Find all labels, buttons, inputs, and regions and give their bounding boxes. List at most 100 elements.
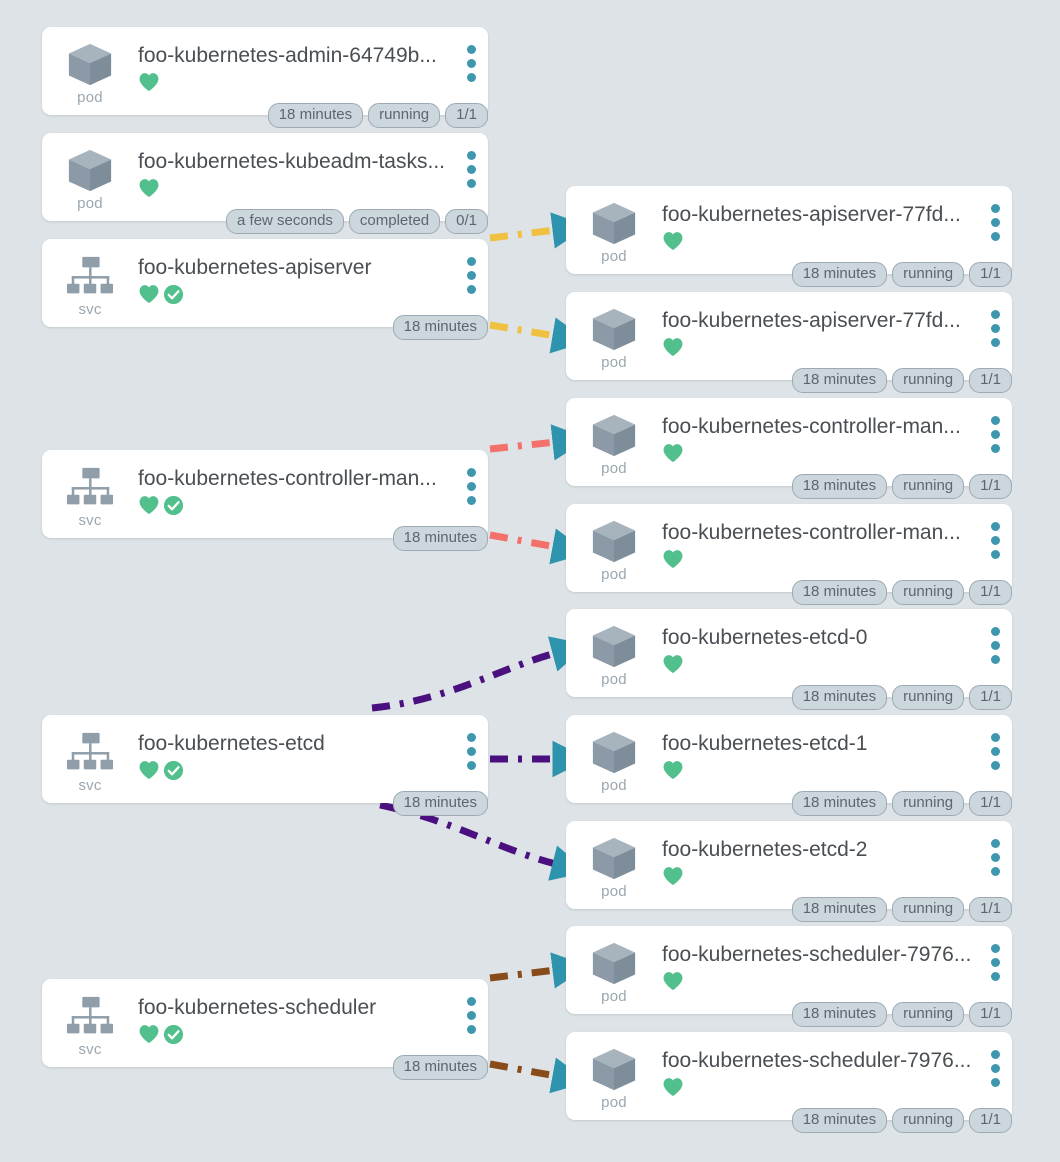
status-badge: running (892, 474, 965, 499)
node-body: foo-kubernetes-controller-man... (662, 398, 978, 464)
edge-etcd-0 (371, 636, 588, 712)
kebab-dot (466, 73, 476, 82)
node-icon-column: pod (566, 715, 662, 803)
kebab-menu-pod-etcd-2[interactable] (978, 821, 1012, 876)
kebab-dot (990, 324, 1000, 333)
node-body: foo-kubernetes-scheduler (138, 979, 454, 1045)
edge-apiserver-2 (489, 317, 589, 354)
node-status-icons (662, 230, 978, 252)
topology-node-pod-scheduler-1[interactable]: pod foo-kubernetes-scheduler-7976... 18 mi… (566, 926, 1012, 1027)
heart-icon (663, 550, 683, 569)
kebab-menu-pod-etcd-0[interactable] (978, 609, 1012, 664)
kebab-menu-pod-admin[interactable] (454, 27, 488, 82)
node-title: foo-kubernetes-scheduler-7976... (662, 943, 972, 966)
kebab-menu-svc-controller-manager[interactable] (454, 450, 488, 505)
kebab-dot (990, 430, 1000, 439)
status-badge: 1/1 (969, 685, 1012, 710)
kebab-dot (990, 204, 1000, 213)
kebab-dot (990, 972, 1000, 981)
kebab-menu-svc-apiserver[interactable] (454, 239, 488, 294)
node-card[interactable]: svc foo-kubernetes-controller-man... (42, 450, 488, 538)
kebab-menu-pod-apiserver-1[interactable] (978, 186, 1012, 241)
node-badges: 18 minutes running 1/1 (791, 368, 1012, 393)
kebab-dot (990, 522, 1000, 531)
node-kind-label: svc (78, 301, 102, 318)
node-icon-column: pod (42, 133, 138, 221)
status-badge: completed (348, 209, 441, 234)
topology-node-svc-etcd[interactable]: svc foo-kubernetes-etcd 18 minutes (42, 715, 488, 816)
node-icon-column: svc (42, 239, 138, 327)
kebab-menu-svc-etcd[interactable] (454, 715, 488, 770)
node-card[interactable]: pod foo-kubernetes-controller-man... (566, 504, 1012, 592)
node-icon-column: pod (566, 292, 662, 380)
status-badge: 18 minutes (791, 580, 888, 605)
node-title: foo-kubernetes-kubeadm-tasks... (138, 150, 445, 173)
kebab-dot (990, 641, 1000, 650)
node-card[interactable]: pod foo-kubernetes-etcd-0 (566, 609, 1012, 697)
topology-node-pod-apiserver-1[interactable]: pod foo-kubernetes-apiserver-77fd... 18 mi… (566, 186, 1012, 287)
topology-node-svc-scheduler[interactable]: svc foo-kubernetes-scheduler 18 minutes (42, 979, 488, 1080)
topology-node-pod-controller-manager-1[interactable]: pod foo-kubernetes-controller-man... 18 mi… (566, 398, 1012, 499)
node-card[interactable]: pod foo-kubernetes-controller-man... (566, 398, 1012, 486)
topology-node-pod-kubeadm-tasks[interactable]: pod foo-kubernetes-kubeadm-tasks... a few … (42, 133, 488, 234)
kebab-dot (990, 218, 1000, 227)
cube-icon (592, 837, 636, 880)
kebab-menu-svc-scheduler[interactable] (454, 979, 488, 1034)
node-card[interactable]: pod foo-kubernetes-kubeadm-tasks... (42, 133, 488, 221)
topology-node-pod-etcd-2[interactable]: pod foo-kubernetes-etcd-2 18 minutes runnin… (566, 821, 1012, 922)
status-badge: 1/1 (445, 103, 488, 128)
topology-node-pod-etcd-1[interactable]: pod foo-kubernetes-etcd-1 18 minutes runnin… (566, 715, 1012, 816)
kebab-dot (466, 747, 476, 756)
kebab-dot (990, 1078, 1000, 1087)
node-card[interactable]: svc foo-kubernetes-apiserver (42, 239, 488, 327)
status-badge: 18 minutes (791, 368, 888, 393)
topology-node-pod-scheduler-2[interactable]: pod foo-kubernetes-scheduler-7976... 18 mi… (566, 1032, 1012, 1133)
node-body: foo-kubernetes-scheduler-7976... (662, 1032, 978, 1098)
status-badge: 1/1 (969, 897, 1012, 922)
node-card[interactable]: pod foo-kubernetes-etcd-2 (566, 821, 1012, 909)
kebab-dot (466, 733, 476, 742)
node-title: foo-kubernetes-etcd-0 (662, 626, 868, 649)
node-card[interactable]: pod foo-kubernetes-etcd-1 (566, 715, 1012, 803)
kebab-menu-pod-kubeadm-tasks[interactable] (454, 133, 488, 188)
kebab-dot (466, 179, 476, 188)
kebab-dot (990, 733, 1000, 742)
node-icon-column: pod (566, 821, 662, 909)
node-card[interactable]: pod foo-kubernetes-admin-64749b... (42, 27, 488, 115)
kebab-menu-pod-scheduler-1[interactable] (978, 926, 1012, 981)
kebab-dot (990, 1050, 1000, 1059)
kebab-dot (466, 151, 476, 160)
node-badges: 18 minutes running 1/1 (791, 685, 1012, 710)
node-status-icons (662, 442, 978, 464)
status-badge: a few seconds (226, 209, 344, 234)
node-card[interactable]: pod foo-kubernetes-apiserver-77fd... (566, 292, 1012, 380)
node-card[interactable]: svc foo-kubernetes-scheduler (42, 979, 488, 1067)
topology-node-pod-admin[interactable]: pod foo-kubernetes-admin-64749b... 18 minu… (42, 27, 488, 128)
node-card[interactable]: pod foo-kubernetes-scheduler-7976... (566, 926, 1012, 1014)
status-badge: 18 minutes (791, 1002, 888, 1027)
kebab-menu-pod-apiserver-2[interactable] (978, 292, 1012, 347)
topology-node-pod-apiserver-2[interactable]: pod foo-kubernetes-apiserver-77fd... 18 mi… (566, 292, 1012, 393)
kebab-menu-pod-scheduler-2[interactable] (978, 1032, 1012, 1087)
service-hierarchy-icon (66, 996, 114, 1034)
status-badge: 18 minutes (392, 526, 488, 551)
topology-node-pod-controller-manager-2[interactable]: pod foo-kubernetes-controller-man... 18 mi… (566, 504, 1012, 605)
heart-icon (663, 761, 683, 780)
topology-node-pod-etcd-0[interactable]: pod foo-kubernetes-etcd-0 18 minutes runnin… (566, 609, 1012, 710)
kebab-menu-pod-controller-manager-1[interactable] (978, 398, 1012, 453)
status-badge: 18 minutes (392, 1055, 488, 1080)
node-card[interactable]: svc foo-kubernetes-etcd (42, 715, 488, 803)
topology-node-svc-apiserver[interactable]: svc foo-kubernetes-apiserver 18 minutes (42, 239, 488, 340)
node-icon-column: pod (566, 504, 662, 592)
kebab-menu-pod-etcd-1[interactable] (978, 715, 1012, 770)
heart-icon (139, 1025, 159, 1044)
node-status-icons (662, 336, 978, 358)
cube-icon (592, 731, 636, 774)
node-card[interactable]: pod foo-kubernetes-apiserver-77fd... (566, 186, 1012, 274)
kebab-menu-pod-controller-manager-2[interactable] (978, 504, 1012, 559)
node-kind-label: pod (601, 777, 627, 794)
node-title: foo-kubernetes-controller-man... (662, 415, 961, 438)
node-card[interactable]: pod foo-kubernetes-scheduler-7976... (566, 1032, 1012, 1120)
kebab-dot (466, 45, 476, 54)
topology-node-svc-controller-manager[interactable]: svc foo-kubernetes-controller-man... 18 mi… (42, 450, 488, 551)
